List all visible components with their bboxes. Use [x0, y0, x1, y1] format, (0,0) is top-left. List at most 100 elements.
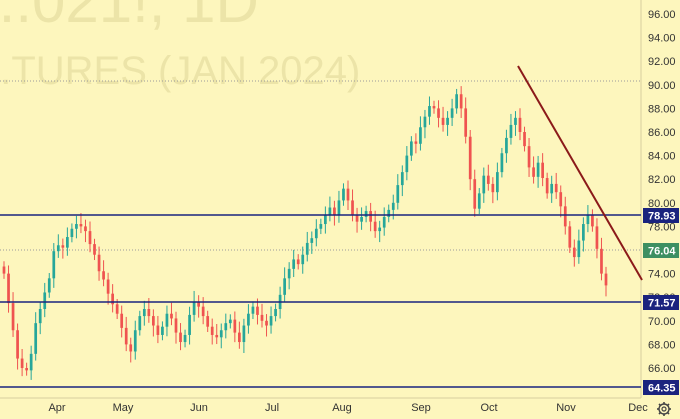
y-tick-label: 80.00	[648, 198, 676, 210]
candle-body	[459, 94, 463, 109]
candle-body	[179, 332, 182, 343]
candle-body	[373, 221, 377, 232]
candle-body	[265, 320, 268, 326]
candle-body	[29, 353, 33, 371]
candle-body	[541, 162, 544, 179]
candle-body	[66, 237, 69, 248]
candle-body	[554, 183, 558, 193]
x-tick-label: Nov	[556, 402, 576, 414]
candle-body	[170, 313, 173, 319]
candle-body	[247, 313, 250, 326]
candle-body	[156, 325, 160, 335]
candle-body	[319, 224, 323, 229]
x-tick-label: Aug	[332, 402, 352, 414]
candle-body	[283, 278, 286, 295]
candle-body	[56, 245, 60, 252]
candle-body	[586, 214, 590, 225]
candle-body	[292, 259, 296, 269]
trend-line[interactable]	[517, 65, 643, 281]
candle-body	[432, 106, 436, 109]
candle-body	[161, 326, 164, 335]
candle-body	[274, 309, 277, 317]
y-tick-label: 78.00	[648, 221, 676, 233]
candle-body	[310, 238, 314, 243]
last-price-badge	[643, 243, 679, 258]
x-tick-label: Jun	[190, 402, 208, 414]
candle-body	[346, 188, 350, 201]
candle-body	[296, 259, 300, 265]
candle-body	[591, 214, 594, 227]
candle-body	[201, 306, 205, 317]
candle-body	[97, 254, 101, 272]
candle-body	[532, 167, 535, 177]
candle-body	[342, 188, 345, 201]
candle-body	[491, 183, 495, 193]
candle-body	[333, 207, 336, 215]
candle-body	[11, 303, 15, 331]
candle-body	[391, 202, 395, 210]
candle-body	[582, 224, 585, 241]
candle-body	[314, 228, 318, 239]
candle-body	[455, 94, 458, 109]
y-tick-label: 94.00	[648, 33, 676, 45]
candle-body	[360, 216, 363, 222]
candle-body	[509, 124, 513, 138]
candle-body	[337, 200, 341, 215]
y-tick-label: 86.00	[648, 127, 676, 139]
y-tick-label: 70.00	[648, 316, 676, 328]
candle-body	[563, 206, 567, 227]
support-badge-text: 71.57	[648, 298, 676, 310]
candle-body	[115, 304, 119, 314]
candle-body	[2, 266, 6, 274]
candle-body	[120, 313, 124, 328]
candle-body	[550, 183, 554, 194]
candle-body	[536, 162, 540, 177]
candle-body	[133, 330, 137, 352]
candle-body	[165, 313, 169, 327]
candle-body	[16, 330, 19, 359]
candle-body	[102, 271, 105, 280]
candle-body	[174, 318, 178, 333]
candle-body	[387, 209, 391, 217]
candle-body	[328, 207, 332, 215]
candle-body	[38, 309, 42, 324]
x-tick-label: May	[113, 402, 134, 414]
candle-body	[496, 172, 499, 193]
candle-body	[93, 244, 96, 255]
candle-body	[25, 368, 28, 371]
candle-body	[7, 273, 10, 304]
candle-body	[224, 323, 228, 331]
x-tick-label: Dec	[628, 402, 648, 414]
candle-body	[400, 172, 404, 186]
candle-body	[61, 245, 65, 248]
candle-body	[545, 178, 549, 194]
watermark-symbol: ...021!, 1D	[0, 0, 259, 35]
candle-body	[129, 344, 133, 352]
candle-body	[577, 240, 581, 258]
candle-body	[486, 175, 490, 184]
gear-icon[interactable]	[657, 402, 671, 416]
candle-body	[419, 127, 422, 144]
candle-body	[441, 117, 445, 125]
candle-body	[238, 332, 241, 343]
candle-body	[233, 319, 237, 333]
candle-body	[79, 224, 83, 227]
candle-body	[405, 155, 409, 173]
y-tick-label: 66.00	[648, 363, 676, 375]
candle-body	[396, 185, 400, 203]
y-tick-label: 96.00	[648, 9, 676, 21]
candle-body	[152, 316, 155, 326]
y-tick-label: 88.00	[648, 103, 676, 115]
y-tick-label: 90.00	[648, 80, 676, 92]
resistance-badge	[643, 208, 679, 223]
candle-body	[514, 117, 517, 125]
candle-body	[527, 146, 531, 168]
price-axis-ticks: 66.0068.0070.0072.0074.0076.0078.0080.00…	[648, 9, 676, 375]
candle-body	[242, 325, 246, 343]
candle-body	[559, 192, 563, 207]
time-axis-ticks: Apr May Jun Jul Aug Sep Oct Nov Dec	[48, 402, 648, 414]
candle-body	[473, 179, 477, 209]
candle-body	[138, 316, 142, 331]
candle-body	[287, 268, 291, 279]
